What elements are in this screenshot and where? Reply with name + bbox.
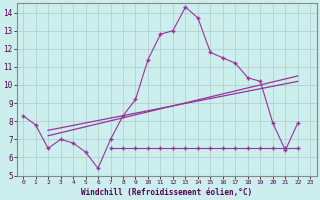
X-axis label: Windchill (Refroidissement éolien,°C): Windchill (Refroidissement éolien,°C) <box>81 188 252 197</box>
